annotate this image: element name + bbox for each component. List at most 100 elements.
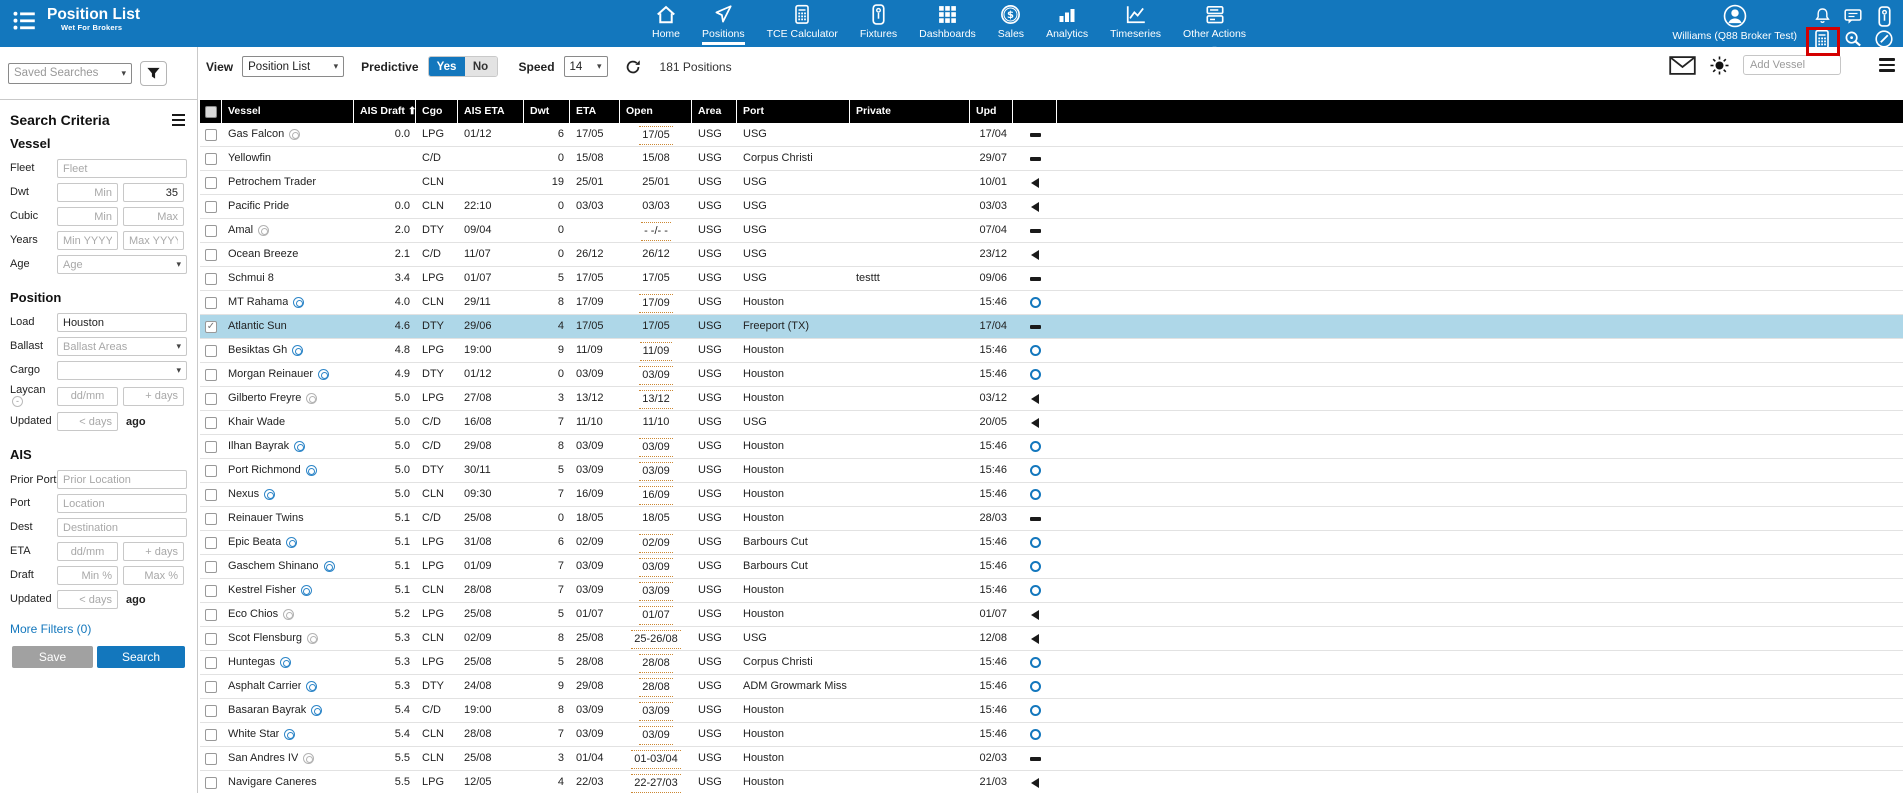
table-row[interactable]: Huntegas 5.3 LPG 25/08 5 28/08 28/08 USG… [200, 651, 1903, 675]
dwt-min-input[interactable] [57, 183, 118, 202]
notifications-icon[interactable] [1813, 7, 1831, 25]
row-checkbox[interactable] [205, 489, 217, 501]
table-row[interactable]: Schmui 8 3.4 LPG 01/07 5 17/05 17/05 USG… [200, 267, 1903, 291]
table-row[interactable]: Epic Beata 5.1 LPG 31/08 6 02/09 02/09 U… [200, 531, 1903, 555]
cargo-select[interactable]: ▾ [57, 361, 187, 380]
column-ais-draft[interactable]: AIS Draft⬆ [354, 100, 416, 123]
table-row[interactable]: Ocean Breeze 2.1 C/D 11/07 0 26/12 26/12… [200, 243, 1903, 267]
laycan-days-input[interactable] [123, 387, 184, 406]
row-checkbox[interactable] [205, 297, 217, 309]
row-checkbox[interactable] [205, 609, 217, 621]
add-vessel-input[interactable] [1743, 55, 1841, 75]
save-button[interactable]: Save [12, 646, 93, 668]
predictive-yes-button[interactable]: Yes [429, 57, 465, 76]
table-row[interactable]: Kestrel Fisher 5.1 CLN 28/08 7 03/09 03/… [200, 579, 1903, 603]
predictive-no-button[interactable]: No [465, 57, 497, 76]
row-checkbox[interactable] [205, 681, 217, 693]
row-checkbox[interactable] [205, 753, 217, 765]
table-row[interactable]: Ilhan Bayrak 5.0 C/D 29/08 8 03/09 03/09… [200, 435, 1903, 459]
table-row[interactable]: Gaschem Shinano 5.1 LPG 01/09 7 03/09 03… [200, 555, 1903, 579]
table-row[interactable]: Besiktas Gh 4.8 LPG 19:00 9 11/09 11/09 … [200, 339, 1903, 363]
column-area[interactable]: Area [692, 100, 737, 123]
table-row[interactable]: Port Richmond 5.0 DTY 30/11 5 03/09 03/0… [200, 459, 1903, 483]
messages-icon[interactable] [1844, 7, 1862, 25]
row-checkbox[interactable] [205, 249, 217, 261]
ais-port-input[interactable] [57, 494, 187, 513]
table-row[interactable]: Pacific Pride 0.0 CLN 22:10 0 03/03 03/0… [200, 195, 1903, 219]
column-vessel[interactable]: Vessel [222, 100, 354, 123]
search-criteria-menu-icon[interactable] [172, 114, 185, 127]
table-row[interactable]: Morgan Reinauer 4.9 DTY 01/12 0 03/09 03… [200, 363, 1903, 387]
prior-port-input[interactable] [57, 470, 187, 489]
row-checkbox[interactable] [205, 561, 217, 573]
table-row[interactable]: Eco Chios 5.2 LPG 25/08 5 01/07 01/07 US… [200, 603, 1903, 627]
row-checkbox[interactable] [205, 345, 217, 357]
years-min-input[interactable] [57, 231, 118, 250]
years-max-input[interactable] [123, 231, 184, 250]
row-checkbox[interactable]: ✓ [205, 321, 217, 333]
dwt-max-input[interactable] [123, 183, 184, 202]
nav-item-positions[interactable]: Positions [702, 3, 745, 49]
age-select[interactable]: Age ▾ [57, 255, 187, 274]
table-row[interactable]: ✓ Atlantic Sun 4.6 DTY 29/06 4 17/05 17/… [200, 315, 1903, 339]
column-open[interactable]: Open [620, 100, 692, 123]
laycan-date-input[interactable] [57, 387, 118, 406]
table-row[interactable]: Navigare Caneres 5.5 LPG 12/05 4 22/03 2… [200, 771, 1903, 793]
view-select[interactable]: Position List ▾ [242, 56, 344, 77]
table-row[interactable]: Scot Flensburg 5.3 CLN 02/09 8 25/08 25-… [200, 627, 1903, 651]
row-checkbox[interactable] [205, 201, 217, 213]
cubic-min-input[interactable] [57, 207, 118, 226]
row-checkbox[interactable] [205, 393, 217, 405]
saved-searches-select[interactable]: Saved Searches ▾ [8, 63, 132, 84]
row-checkbox[interactable] [205, 441, 217, 453]
draft-max-input[interactable] [123, 566, 184, 585]
row-checkbox[interactable] [205, 177, 217, 189]
table-row[interactable]: Nexus 5.0 CLN 09:30 7 16/09 16/09 USG Ho… [200, 483, 1903, 507]
ais-eta-date-input[interactable] [57, 542, 118, 561]
table-row[interactable]: White Star 5.4 CLN 28/08 7 03/09 03/09 U… [200, 723, 1903, 747]
position-updated-input[interactable] [57, 412, 118, 431]
row-checkbox[interactable] [205, 369, 217, 381]
row-checkbox[interactable] [205, 513, 217, 525]
nav-item-other-actions[interactable]: Other Actions ▾ [1183, 3, 1246, 49]
ballast-select[interactable]: Ballast Areas ▾ [57, 337, 187, 356]
more-filters-link[interactable]: More Filters (0) [10, 622, 91, 636]
table-row[interactable]: Petrochem Trader CLN 19 25/01 25/01 USG … [200, 171, 1903, 195]
fleet-input[interactable] [57, 159, 187, 178]
table-row[interactable]: Asphalt Carrier 5.3 DTY 24/08 9 29/08 28… [200, 675, 1903, 699]
row-checkbox[interactable] [205, 657, 217, 669]
select-all-checkbox[interactable] [205, 106, 217, 118]
row-checkbox[interactable] [205, 225, 217, 237]
ais-eta-days-input[interactable] [123, 542, 184, 561]
filter-button[interactable] [140, 61, 167, 86]
column-port[interactable]: Port [737, 100, 850, 123]
table-row[interactable]: Gas Falcon 0.0 LPG 01/12 6 17/05 17/05 U… [200, 123, 1903, 147]
fixtures-shortcut-icon[interactable] [1875, 7, 1893, 25]
ais-updated-input[interactable] [57, 590, 118, 609]
row-checkbox[interactable] [205, 273, 217, 285]
cubic-max-input[interactable] [123, 207, 184, 226]
table-row[interactable]: MT Rahama 4.0 CLN 29/11 8 17/09 17/09 US… [200, 291, 1903, 315]
brightness-sun-icon[interactable] [1710, 56, 1729, 75]
row-checkbox[interactable] [205, 585, 217, 597]
table-menu-icon[interactable] [1879, 58, 1895, 72]
nav-item-timeseries[interactable]: Timeseries [1110, 3, 1161, 49]
search-icon[interactable] [1844, 30, 1862, 48]
nav-item-home[interactable]: Home [652, 3, 680, 49]
table-row[interactable]: Yellowfin C/D 0 15/08 15/08 USG Corpus C… [200, 147, 1903, 171]
table-row[interactable]: Basaran Bayrak 5.4 C/D 19:00 8 03/09 03/… [200, 699, 1903, 723]
edit-icon[interactable] [1875, 30, 1893, 48]
row-checkbox[interactable] [205, 465, 217, 477]
table-row[interactable]: Khair Wade 5.0 C/D 16/08 7 11/10 11/10 U… [200, 411, 1903, 435]
row-checkbox[interactable] [205, 777, 217, 789]
column-eta[interactable]: ETA [570, 100, 620, 123]
column-cgo[interactable]: Cgo [416, 100, 458, 123]
column-dwt[interactable]: Dwt [524, 100, 570, 123]
refresh-icon[interactable] [625, 59, 641, 75]
nav-item-sales[interactable]: $ Sales [998, 3, 1024, 49]
row-checkbox[interactable] [205, 417, 217, 429]
row-checkbox[interactable] [205, 729, 217, 741]
table-row[interactable]: Reinauer Twins 5.1 C/D 25/08 0 18/05 18/… [200, 507, 1903, 531]
table-row[interactable]: Gilberto Freyre 5.0 LPG 27/08 3 13/12 13… [200, 387, 1903, 411]
row-checkbox[interactable] [205, 153, 217, 165]
